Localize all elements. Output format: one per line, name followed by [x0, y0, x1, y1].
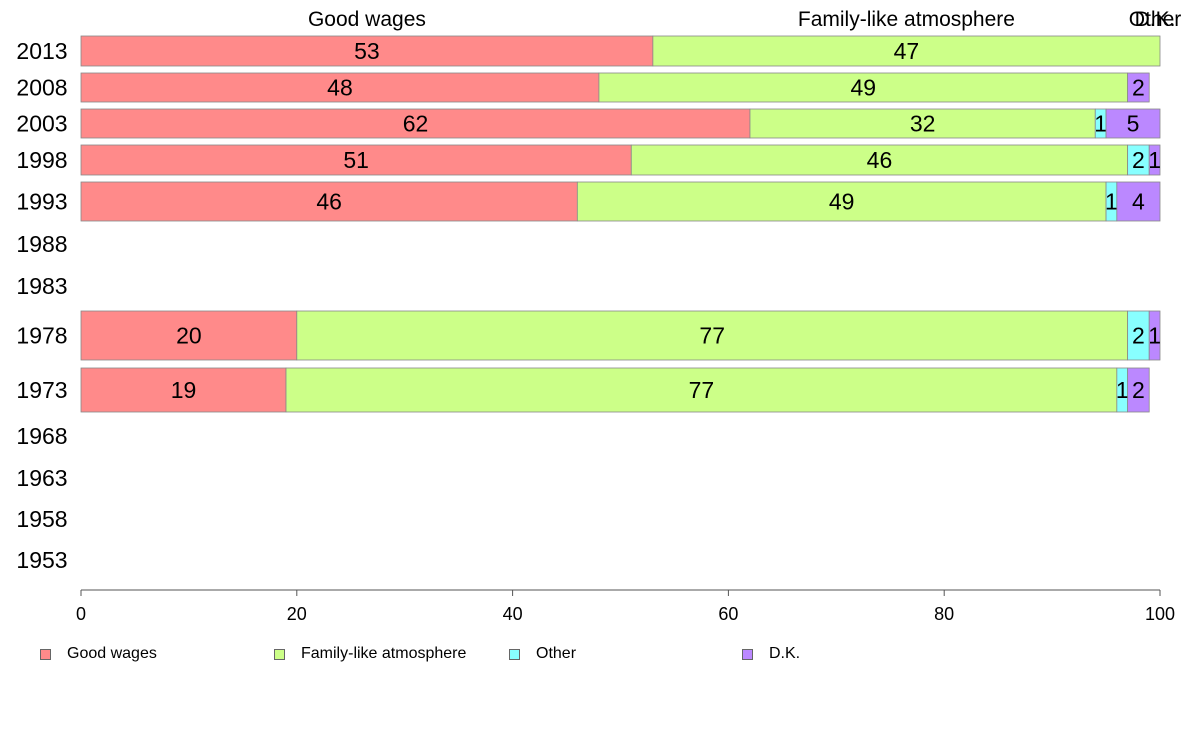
legend-swatch	[40, 648, 51, 660]
top-segment-label: Family-like atmosphere	[798, 8, 1015, 31]
data-label: 32	[910, 111, 936, 137]
top-segment-label: Other	[1129, 8, 1182, 31]
data-label: 2	[1132, 147, 1145, 173]
data-label: 2	[1132, 377, 1145, 403]
data-label: 1	[1148, 323, 1161, 349]
bar-segment	[285, 367, 1118, 413]
data-label: 51	[343, 147, 369, 173]
data-label: 53	[354, 38, 380, 64]
legend-item-good-wages: Good wages	[40, 644, 157, 664]
bar-segment	[1116, 181, 1161, 222]
x-tick-label: 60	[718, 604, 738, 624]
bar-segment	[1127, 72, 1150, 103]
data-label: 1	[1094, 111, 1107, 137]
legend-label: D.K.	[769, 645, 801, 662]
category-label: 2003	[16, 111, 67, 137]
data-label: 49	[850, 75, 876, 101]
category-label: 1963	[16, 465, 67, 491]
legend-swatch	[274, 648, 285, 660]
legend-swatch	[509, 648, 520, 660]
category-label: 2008	[16, 75, 67, 101]
data-label: 46	[867, 147, 893, 173]
data-label: 2	[1132, 75, 1145, 101]
legend: Good wages Family-like atmosphere Other …	[0, 640, 1188, 670]
x-tick-label: 20	[287, 604, 307, 624]
legend-label: Good wages	[67, 645, 157, 662]
category-label: 1998	[16, 147, 67, 173]
bar-segment	[1127, 367, 1150, 413]
bar-segment	[652, 35, 1161, 67]
bar-segment	[80, 181, 578, 222]
data-label: 1	[1148, 147, 1161, 173]
data-label: 77	[689, 377, 715, 403]
legend-item-dk: D.K.	[742, 644, 800, 664]
top-segment-label: Good wages	[308, 8, 426, 31]
data-label: 1	[1116, 377, 1129, 403]
category-label: 1958	[16, 506, 67, 532]
category-label: 1968	[16, 423, 67, 449]
data-label: 20	[176, 323, 202, 349]
bar-segment	[630, 144, 1129, 176]
bar-segment	[80, 144, 632, 176]
bar-segment	[1148, 310, 1161, 361]
category-label: 1973	[16, 377, 67, 403]
data-label: 1	[1105, 189, 1118, 215]
data-label: 4	[1132, 189, 1145, 215]
bar-segment	[749, 108, 1096, 139]
x-tick-label: 0	[76, 604, 86, 624]
bar-segment	[576, 181, 1107, 222]
data-label: 62	[403, 111, 429, 137]
data-label: 49	[829, 189, 855, 215]
x-tick-label: 100	[1145, 604, 1175, 624]
category-label: 1978	[16, 323, 67, 349]
legend-item-other: Other	[509, 644, 576, 664]
data-label: 2	[1132, 323, 1145, 349]
data-label: 48	[327, 75, 353, 101]
legend-item-family-like-atmosphere: Family-like atmosphere	[274, 644, 466, 664]
bar-segment	[80, 367, 287, 413]
x-tick-label: 40	[503, 604, 523, 624]
category-label: 2013	[16, 38, 67, 64]
bar-segment	[1105, 108, 1161, 139]
chart-svg: Good wages Family-like atmosphere OtherD.K…	[16, 8, 1182, 624]
legend-label: Family-like atmosphere	[301, 645, 467, 662]
category-label: 1988	[16, 231, 67, 257]
x-tick-label: 80	[934, 604, 954, 624]
category-label: 1993	[16, 189, 67, 215]
bar-segment	[80, 108, 751, 139]
category-label: 1953	[16, 547, 67, 573]
bar-segment	[1148, 144, 1161, 176]
category-label: 1983	[16, 273, 67, 299]
data-label: 46	[316, 189, 342, 215]
legend-label: Other	[536, 645, 577, 662]
data-label: 47	[894, 38, 920, 64]
data-label: 5	[1127, 111, 1140, 137]
bar-segment	[296, 310, 1129, 361]
data-label: 19	[171, 377, 197, 403]
top-segment-label: D.K.	[1135, 8, 1176, 31]
legend-swatch	[742, 648, 753, 660]
data-label: 77	[699, 323, 725, 349]
